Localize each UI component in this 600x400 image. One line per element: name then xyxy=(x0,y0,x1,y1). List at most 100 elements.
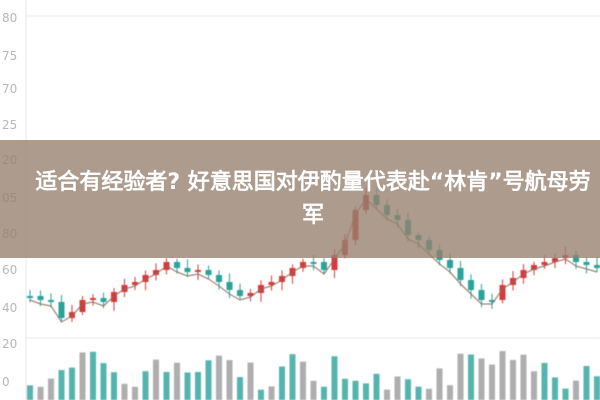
y-tick-label: 60 xyxy=(2,263,18,277)
volume-bar xyxy=(520,354,527,400)
volume-bar xyxy=(289,354,296,400)
volume-bar xyxy=(111,372,117,400)
candle-body xyxy=(174,262,180,268)
volume-bar xyxy=(531,371,537,400)
volume-bar xyxy=(100,363,107,400)
candle-body xyxy=(184,268,191,272)
volume-bar xyxy=(583,366,590,400)
volume-bar xyxy=(384,389,390,400)
volume-bar xyxy=(331,356,338,400)
candle-body xyxy=(279,276,285,282)
volume-bar xyxy=(174,362,180,400)
candle-body xyxy=(331,255,338,270)
headline-title: 适合有经验者? 好意思国对伊酌量代表赴“林肯”号航母劳军 xyxy=(35,170,591,228)
volume-bar xyxy=(457,353,464,400)
volume-bar xyxy=(279,366,285,400)
candle-body xyxy=(489,300,495,302)
volume-bar xyxy=(37,386,44,400)
y-tick-label: 80 xyxy=(2,11,18,25)
volume-bar xyxy=(163,371,170,400)
volume-bar xyxy=(562,388,569,400)
candle-body xyxy=(310,262,317,264)
volume-bar xyxy=(184,372,191,400)
candle-body xyxy=(573,255,579,262)
volume-bar xyxy=(352,380,359,400)
volume-bar xyxy=(468,354,474,400)
volume-bar xyxy=(552,377,558,400)
volume-bar xyxy=(310,380,317,400)
volume-bar xyxy=(205,360,212,400)
candle-body xyxy=(552,258,558,262)
candle-body xyxy=(541,262,548,265)
moving-average-line xyxy=(29,198,598,323)
volume-bar xyxy=(237,377,243,400)
volume-bar xyxy=(226,360,233,400)
volume-bar xyxy=(268,386,275,400)
candle-body xyxy=(321,262,327,270)
volume-bar xyxy=(90,351,96,400)
volume-bar xyxy=(405,379,411,400)
volume-bar xyxy=(321,386,327,400)
candle-body xyxy=(216,275,222,282)
volume-bar xyxy=(342,378,348,400)
candle-body xyxy=(69,312,75,318)
volume-bar xyxy=(394,376,401,400)
volume-bar xyxy=(541,362,548,400)
candle-body xyxy=(100,298,107,302)
candle-body xyxy=(300,262,306,268)
candle-body xyxy=(594,265,600,268)
y-tick-label: 70 xyxy=(2,82,18,96)
volume-bar xyxy=(142,371,149,400)
volume-bar xyxy=(363,383,369,400)
candle-body xyxy=(237,290,243,296)
volume-bar xyxy=(69,367,75,400)
candle-body xyxy=(247,293,254,296)
candle-body xyxy=(478,290,485,300)
candle-body xyxy=(531,265,537,270)
candle-body xyxy=(457,268,464,280)
candle-body xyxy=(268,282,275,285)
volume-bar xyxy=(510,359,516,400)
volume-bar xyxy=(247,362,254,400)
volume-bar xyxy=(447,385,453,400)
volume-bar xyxy=(373,373,380,400)
candle-body xyxy=(90,298,96,300)
y-tick-label: 40 xyxy=(2,301,18,315)
volume-bar xyxy=(436,368,443,400)
volume-bar xyxy=(58,370,65,400)
volume-bar xyxy=(121,383,128,400)
candle-body xyxy=(48,300,54,302)
candle-body xyxy=(153,270,159,275)
candle-body xyxy=(195,270,201,272)
volume-bar xyxy=(48,378,54,400)
volume-bar xyxy=(499,351,506,400)
volume-bar xyxy=(415,386,422,400)
volume-bar xyxy=(594,376,600,400)
volume-bar xyxy=(195,371,201,400)
candle-body xyxy=(111,292,117,302)
volume-bar xyxy=(478,358,485,400)
y-tick-label: 75 xyxy=(2,49,18,63)
candle-body xyxy=(226,282,233,290)
candle-body xyxy=(468,280,474,290)
volume-bar xyxy=(258,389,264,400)
volume-bar xyxy=(300,361,306,400)
candle-body xyxy=(205,270,212,275)
volume-bar xyxy=(27,385,33,400)
volume-bar xyxy=(489,364,495,400)
y-tick-label: 20 xyxy=(2,337,18,351)
volume-bar xyxy=(132,386,138,400)
y-tick-label: 0 xyxy=(2,375,10,389)
volume-bar xyxy=(79,352,86,400)
candle-body xyxy=(447,260,453,268)
volume-bar xyxy=(573,380,579,400)
candle-body xyxy=(132,282,138,285)
candle-body xyxy=(58,302,65,318)
volume-bar xyxy=(426,388,432,400)
y-tick-label: 25 xyxy=(2,118,18,132)
candle-body xyxy=(27,296,33,298)
candle-body xyxy=(79,300,86,312)
volume-bar xyxy=(153,359,159,400)
candle-body xyxy=(499,285,506,300)
